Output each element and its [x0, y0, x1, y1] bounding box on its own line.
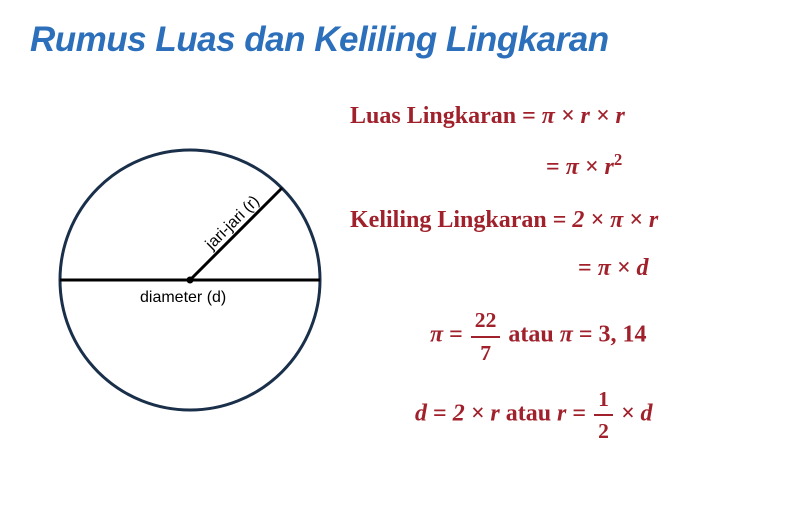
radius-line: [190, 188, 282, 280]
d-r-formula: d = 2 × r atau r = 12 × d: [350, 384, 762, 446]
eq: =: [546, 154, 566, 180]
or2: atau: [500, 401, 557, 427]
area-rhs2: π × r: [566, 154, 614, 180]
circ-formula-1: Keliling Lingkaran = 2 × π × r: [350, 204, 762, 238]
circle-diagram: diameter (d) jari-jari (r): [30, 90, 350, 455]
area-formula-2: = π × r2: [350, 148, 762, 185]
eq: =: [547, 207, 573, 233]
pi-or: atau: [502, 322, 559, 348]
page-title: Rumus Luas dan Keliling Lingkaran: [30, 20, 762, 60]
eq: =: [443, 322, 469, 348]
pi-lhs2: π: [560, 322, 573, 348]
r-lhs: r: [557, 401, 566, 427]
circ-label: Keliling Lingkaran: [350, 207, 547, 233]
area-formula-1: Luas Lingkaran = π × r × r: [350, 100, 762, 134]
d-rhs: 2 × r: [453, 401, 500, 427]
circ-rhs1: 2 × π × r: [572, 207, 658, 233]
r-den: 2: [594, 416, 613, 446]
eq: =: [427, 401, 453, 427]
radius-label: jari-jari (r): [202, 193, 263, 254]
pi-formula: π = 227 atau π = 3, 14: [350, 305, 762, 367]
area-label: Luas Lingkaran: [350, 103, 516, 129]
eq: =: [516, 103, 542, 129]
eq: =: [578, 255, 598, 281]
pi-den: 7: [471, 338, 501, 368]
r-tail: × d: [615, 401, 653, 427]
eq: =: [573, 322, 599, 348]
circ-rhs2: π × d: [598, 255, 649, 281]
area-exp: 2: [614, 150, 622, 169]
circ-formula-2: = π × d: [350, 252, 762, 286]
center-dot: [187, 277, 194, 284]
eq: =: [566, 401, 592, 427]
pi-lhs: π: [430, 322, 443, 348]
formulas-block: Luas Lingkaran = π × r × r = π × r2 Keli…: [350, 90, 762, 460]
pi-dec: 3, 14: [599, 322, 647, 348]
pi-num: 22: [471, 305, 501, 337]
content-row: diameter (d) jari-jari (r) Luas Lingkara…: [30, 90, 762, 460]
diameter-label: diameter (d): [140, 289, 226, 306]
d-lhs: d: [415, 401, 427, 427]
r-num: 1: [594, 384, 613, 416]
area-rhs1: π × r × r: [542, 103, 625, 129]
